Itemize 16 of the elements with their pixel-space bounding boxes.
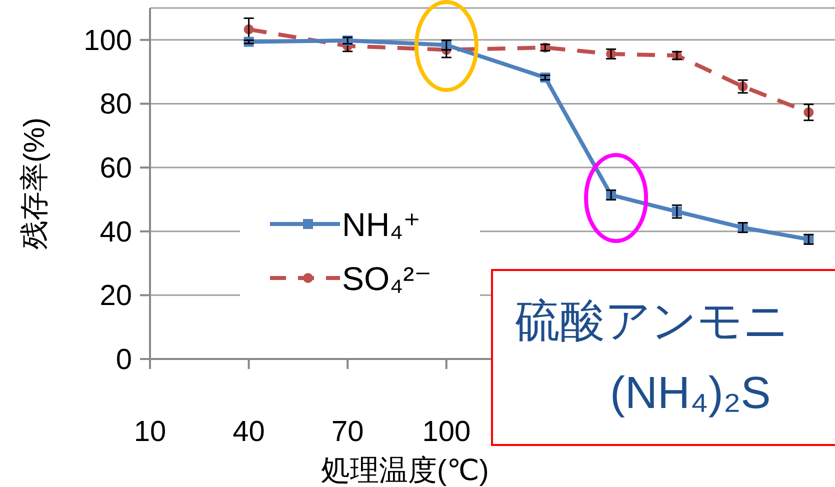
x-tick-label: 70 (331, 416, 364, 448)
x-tick-label: 100 (422, 416, 471, 448)
legend-label: NH₄⁺ (342, 206, 421, 243)
x-axis-title: 処理温度(℃) (321, 455, 489, 487)
annotation-box: 硫酸アンモニ (NH₄)₂S (491, 269, 835, 446)
y-axis-title: 残存率(%) (19, 117, 51, 250)
y-tick-label: 60 (100, 152, 132, 185)
annotation: 硫酸アンモニ (515, 295, 789, 346)
y-tick-label: 40 (100, 216, 132, 248)
y-tick-label: 0 (116, 344, 132, 376)
y-tick-label: 100 (84, 24, 132, 57)
x-tick-label: 40 (232, 416, 265, 448)
y-tick-label: 20 (100, 280, 132, 312)
legend-label: SO₄²⁻ (342, 260, 432, 297)
x-tick-label: 10 (134, 416, 166, 448)
y-tick-label: 80 (100, 88, 132, 121)
